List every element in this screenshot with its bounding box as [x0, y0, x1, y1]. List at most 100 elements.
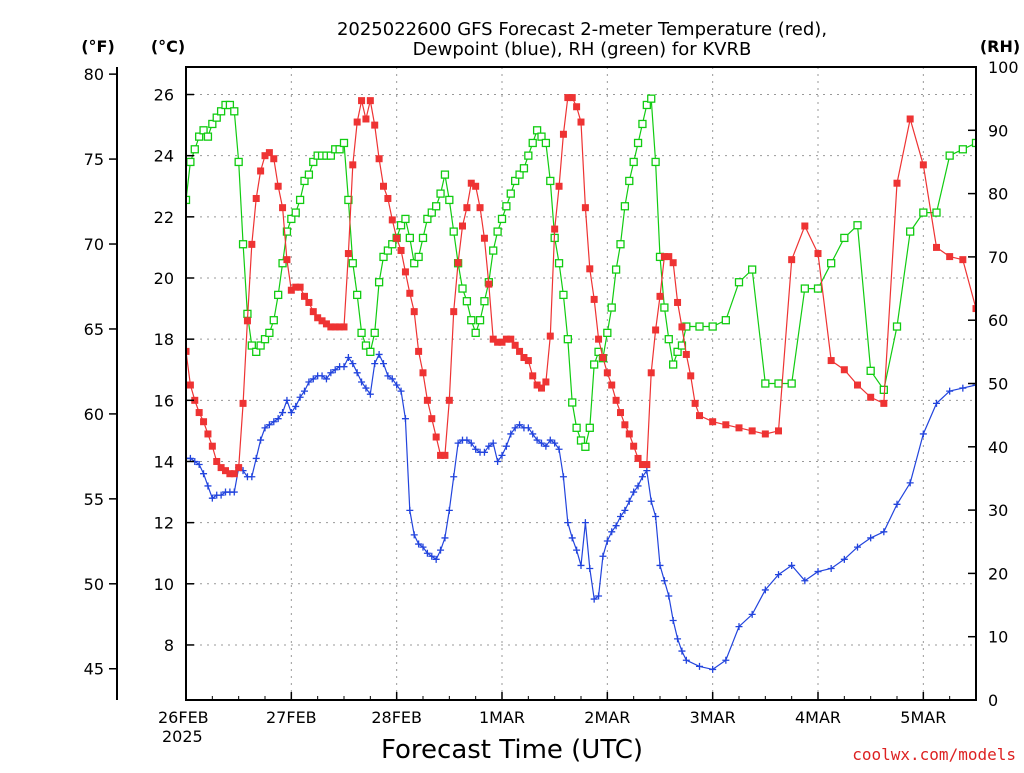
celsius-tick-label: 10	[154, 575, 174, 594]
temperature-point	[489, 335, 497, 343]
temperature-point	[410, 308, 418, 316]
dewpoint-point	[507, 430, 515, 438]
rh-point	[256, 341, 265, 350]
rh-point	[879, 385, 888, 394]
rh-point	[515, 170, 524, 179]
rh-point	[787, 379, 796, 388]
temperature-point	[243, 317, 251, 325]
temperature-point	[542, 378, 550, 386]
dewpoint-point	[665, 592, 673, 600]
fahrenheit-tick-label: 45	[84, 660, 104, 679]
dewpoint-point	[893, 500, 901, 508]
dewpoint-point	[375, 350, 383, 358]
celsius-tick-label: 14	[154, 452, 174, 471]
celsius-tick-label: 24	[154, 147, 174, 166]
rh-tick-label: 80	[988, 185, 1008, 204]
temperature-point	[621, 421, 629, 429]
rh-point	[418, 233, 428, 243]
rh-point	[945, 151, 954, 160]
fahrenheit-tick-label: 75	[84, 150, 104, 169]
dewpoint-point	[428, 552, 436, 560]
rh-point	[388, 240, 397, 249]
dewpoint-point	[788, 561, 796, 569]
temperature-point	[674, 298, 682, 306]
dewpoint-point	[801, 577, 809, 585]
dewpoint-point	[419, 543, 427, 551]
rh-tick-label: 60	[988, 311, 1008, 330]
temperature-point	[459, 222, 466, 230]
dewpoint-point	[775, 571, 782, 579]
rh-point	[247, 341, 256, 350]
rh-point	[326, 151, 335, 160]
dewpoint-point	[252, 454, 260, 462]
rh-point	[274, 290, 283, 300]
dewpoint-point	[445, 506, 453, 514]
rh-point	[581, 442, 590, 451]
temperature-point	[358, 97, 366, 105]
rh-point	[761, 379, 770, 388]
temperature-point	[428, 415, 436, 423]
dewpoint-point	[946, 387, 954, 395]
rh-point	[414, 252, 423, 262]
temperature-point	[669, 259, 677, 267]
x-tick-label: 27FEB	[266, 708, 317, 727]
temperature-point	[261, 152, 269, 160]
dewpoint-point	[200, 470, 208, 478]
rh-tick-label: 50	[988, 375, 1008, 394]
rh-point	[647, 94, 656, 103]
temperature-point	[630, 442, 638, 450]
temperature-point	[854, 381, 861, 389]
rh-point	[774, 379, 783, 388]
rh-point	[190, 145, 199, 154]
rh-tick-label: 30	[988, 501, 1008, 520]
rh-point	[532, 126, 542, 135]
dewpoint-point	[279, 409, 287, 417]
temperature-point	[494, 338, 502, 346]
rh-point	[269, 316, 278, 325]
rh-tick-label: 10	[988, 628, 1008, 647]
temperature-point	[213, 457, 221, 465]
dewpoint-point	[380, 360, 387, 368]
dewpoint-point	[498, 451, 506, 459]
temperature-point	[608, 381, 616, 389]
dewpoint-point	[494, 457, 502, 465]
dewpoint-point	[722, 656, 730, 664]
dewpoint-point	[384, 372, 392, 380]
rh-point	[932, 208, 941, 217]
rh-point	[695, 322, 704, 331]
x-tick-label: 28FEB	[371, 708, 422, 727]
temperature-point	[533, 381, 541, 389]
fahrenheit-tick-label: 70	[84, 235, 104, 254]
rh-point	[958, 145, 967, 154]
dewpoint-point	[599, 552, 607, 560]
rh-point	[633, 138, 643, 148]
temperature-point	[366, 97, 374, 105]
temperature-point	[634, 454, 642, 462]
rh-point	[519, 164, 529, 173]
rh-point	[216, 107, 226, 116]
chart-title-line2: Dewpoint (blue), RH (green) for KVRB	[413, 39, 752, 60]
rh-point	[445, 195, 454, 205]
dewpoint-point	[546, 436, 554, 444]
temperature-point	[893, 179, 901, 187]
rh-point	[405, 233, 414, 243]
dewpoint-point	[682, 656, 690, 664]
x-axis-title: Forecast Time (UTC)	[381, 735, 643, 765]
dewpoint-point	[586, 565, 594, 573]
dewpoint-point	[617, 513, 624, 521]
rh-point	[357, 328, 366, 338]
rh-point	[721, 316, 730, 325]
temperature-point	[401, 268, 409, 276]
rh-point	[840, 233, 849, 243]
temperature-point	[467, 179, 475, 187]
temperature-point	[529, 372, 537, 380]
dewpoint-point	[542, 442, 550, 450]
rh-point	[295, 195, 305, 205]
dewpoint-point	[880, 528, 888, 536]
rh-point	[603, 328, 612, 338]
temperature-point	[415, 347, 423, 355]
rh-axis-label: (RH)	[980, 37, 1020, 56]
rh-point	[800, 284, 809, 293]
dewpoint-point	[551, 439, 559, 447]
